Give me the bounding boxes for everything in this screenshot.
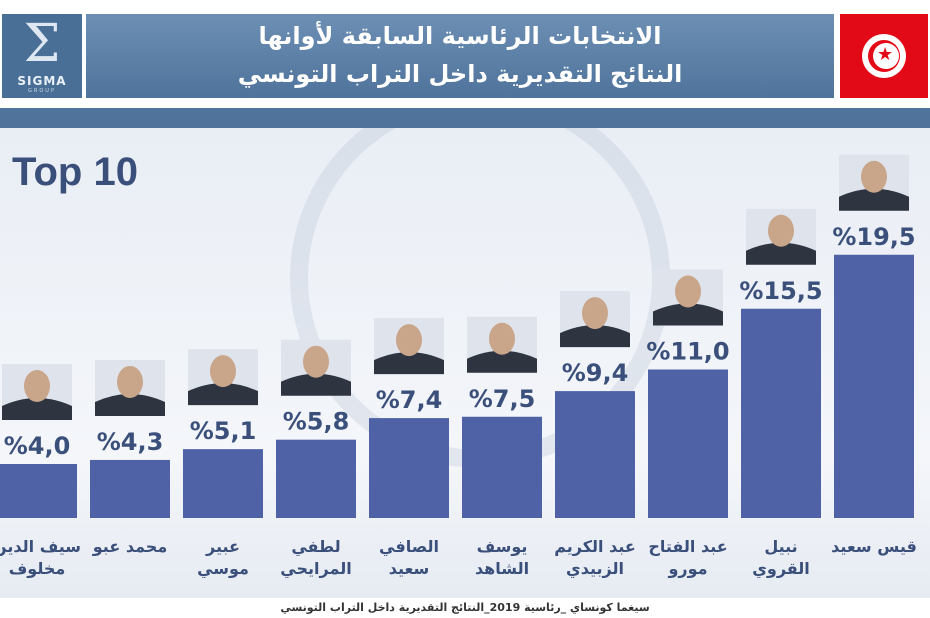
- logo-subtitle: GROUP: [28, 88, 56, 94]
- candidate-name-5: يوسف الشاهد: [474, 537, 530, 578]
- candidate-photo-4: [560, 291, 630, 348]
- candidate-name-2: نبيل القروي: [752, 537, 810, 578]
- page-subtitle: النتائج التقديرية داخل التراب التونسي: [237, 60, 683, 88]
- candidate-name-1: قيس سعيد: [831, 537, 917, 556]
- candidate-photo-9: [95, 359, 165, 416]
- value-label-10: %4,0: [4, 432, 71, 460]
- value-label-4: %9,4: [562, 359, 629, 387]
- logo-name: SIGMA: [17, 74, 67, 88]
- bar-4: [555, 391, 635, 518]
- header-stripe: [0, 108, 930, 128]
- candidate-photo-10: [2, 364, 72, 420]
- candidate-photo-3: [653, 269, 723, 326]
- candidate-name-9: محمد عبو: [92, 537, 168, 556]
- candidate-photo-5: [467, 316, 537, 373]
- value-label-8: %5,1: [190, 417, 257, 445]
- value-label-9: %4,3: [97, 428, 164, 456]
- candidate-photo-1: [839, 154, 909, 211]
- value-label-7: %5,8: [283, 408, 350, 436]
- bar-6: [369, 418, 449, 518]
- candidate-name-7: لطفي المرايحي: [280, 537, 352, 578]
- tunisia-flag-icon: ★: [840, 14, 928, 98]
- bar-10: [0, 464, 77, 518]
- value-label-3: %11,0: [646, 338, 729, 366]
- bar-9: [90, 459, 170, 518]
- bar-chart: %19,5 %15,5 %11,0 %9,4 %7,5 %7,4 %5,8 %5,1 %4,3%…: [0, 154, 916, 518]
- candidate-photo-7: [281, 339, 351, 396]
- value-label-6: %7,4: [376, 386, 443, 414]
- bar-7: [276, 439, 356, 518]
- page-title: الانتخابات الرئاسية السابقة لأوانها: [258, 22, 662, 50]
- candidate-photo-8: [188, 349, 258, 406]
- bar-8: [183, 449, 263, 518]
- bar-2: [741, 308, 821, 518]
- candidate-name-3: عبد الفتاح مورو: [648, 537, 728, 578]
- candidate-name-8: عبير موسي: [197, 537, 249, 578]
- candidate-name-6: الصافي سعيد: [379, 537, 439, 578]
- bar-1: [834, 254, 914, 518]
- sigma-logo: Σ SIGMA GROUP: [2, 14, 82, 98]
- candidate-name-10: سيف الدين مخلوف: [0, 537, 82, 578]
- sigma-icon: Σ: [23, 14, 61, 74]
- chart-title: Top 10: [12, 150, 138, 194]
- value-label-1: %19,5: [832, 223, 915, 251]
- footer-caption: سيغما كونساي _رئاسية 2019_النتائج التقدي…: [0, 598, 930, 618]
- title-band: الانتخابات الرئاسية السابقة لأوانها النت…: [86, 14, 834, 98]
- value-label-2: %15,5: [739, 277, 822, 305]
- candidate-name-4: عبد الكريم الزبيدي: [554, 537, 636, 578]
- bar-3: [648, 369, 728, 518]
- value-label-5: %7,5: [469, 385, 536, 413]
- bar-5: [462, 416, 542, 518]
- candidate-photo-2: [746, 208, 816, 265]
- candidate-photo-6: [374, 318, 444, 375]
- header: Σ SIGMA GROUP الانتخابات الرئاسية السابق…: [0, 0, 930, 108]
